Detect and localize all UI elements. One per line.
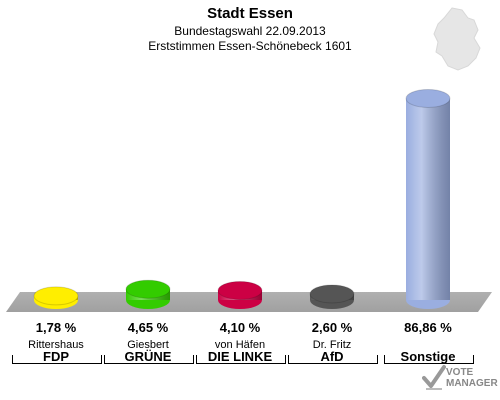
category-bracket-die-linke: [196, 355, 286, 364]
bar-top: [405, 88, 451, 108]
bar-top: [217, 280, 263, 300]
bar-top: [125, 279, 171, 299]
germany-map-icon: [433, 7, 481, 71]
category-label-fdp: FDP: [43, 349, 69, 364]
value-label-fdp: 1,78 %: [35, 320, 77, 335]
category-label-afd: AfD: [320, 349, 344, 364]
value-label-grüne: 4,65 %: [127, 320, 169, 335]
bar-die-linke: [217, 280, 263, 309]
value-label-sonstige: 86,86 %: [404, 320, 452, 335]
candidate-label-grüne: Giesbert: [127, 339, 169, 351]
chart-subtitle: Bundestagswahl 22.09.2013: [174, 24, 326, 38]
chart-title: Stadt Essen: [207, 5, 293, 22]
checkmark-icon: [422, 365, 446, 390]
category-label-sonstige: Sonstige: [400, 349, 456, 364]
bar-grüne: [125, 279, 171, 309]
category-label-grüne: GRÜNE: [124, 349, 172, 364]
candidate-label-fdp: Rittershaus: [28, 339, 84, 351]
category-bracket-fdp: [12, 355, 102, 364]
bar-sonstige: [405, 88, 451, 309]
bar-shading: [406, 98, 450, 300]
vote-manager-logo: VOTE MANAGER: [422, 364, 498, 394]
category-bracket-grüne: [104, 355, 194, 364]
bar-top: [33, 286, 79, 306]
bar-fdp: [33, 286, 79, 309]
bar-top: [309, 284, 355, 304]
logo-line-1: VOTE: [446, 367, 474, 378]
bar-afd: [309, 284, 355, 309]
candidate-label-afd: Dr. Fritz: [312, 339, 352, 351]
category-bracket-afd: [288, 355, 378, 364]
chart-subtitle-2: Erststimmen Essen-Schönebeck 1601: [148, 39, 352, 53]
value-label-die-linke: 4,10 %: [219, 320, 261, 335]
category-bracket-sonstige: [384, 355, 474, 364]
category-label-die-linke: DIE LINKE: [207, 349, 273, 364]
logo-line-2: MANAGER: [446, 378, 498, 389]
value-label-afd: 2,60 %: [311, 320, 353, 335]
candidate-label-die-linke: von Häfen: [214, 339, 266, 351]
